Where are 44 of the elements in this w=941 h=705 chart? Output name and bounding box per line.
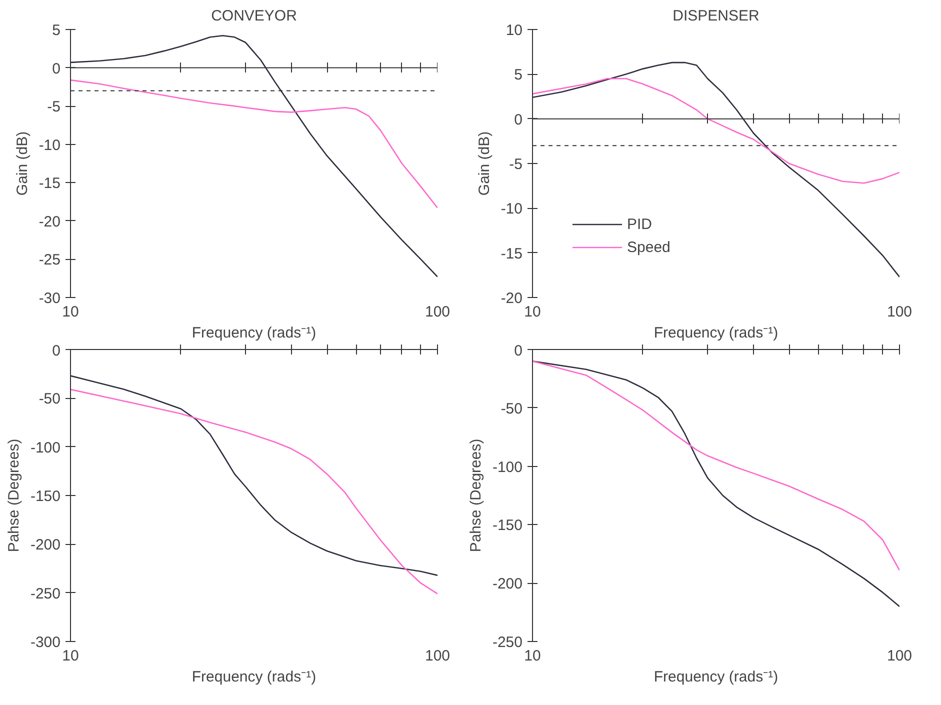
x-axis-title: Frequency (rads⁻¹) bbox=[192, 668, 316, 686]
y-tick-label: -100 bbox=[30, 439, 61, 456]
y-tick-label: 0 bbox=[514, 342, 522, 360]
y-tick-label: -15 bbox=[38, 175, 61, 192]
x-tick-label: 100 bbox=[886, 648, 912, 664]
y-axis-title: Pahse (Degrees) bbox=[467, 438, 484, 552]
y-tick-label: -150 bbox=[30, 488, 61, 505]
y-tick-label: -10 bbox=[500, 200, 523, 218]
y-tick-label: -200 bbox=[492, 576, 523, 593]
chart-title: DISPENSER bbox=[672, 8, 760, 24]
legend-label: Speed bbox=[627, 238, 670, 256]
y-tick-label: 5 bbox=[514, 66, 522, 84]
legend-label: PID bbox=[627, 216, 652, 232]
y-tick-label: -5 bbox=[509, 156, 523, 173]
x-axis-title: Frequency (rads⁻¹) bbox=[654, 324, 778, 342]
y-tick-label: -200 bbox=[30, 536, 61, 554]
y-tick-label: 5 bbox=[52, 22, 60, 39]
y-axis-title: Gain (dB) bbox=[476, 131, 493, 196]
y-tick-label: -300 bbox=[30, 634, 61, 651]
y-tick-label: 0 bbox=[52, 342, 60, 360]
x-tick-label: 100 bbox=[424, 304, 450, 320]
y-tick-label: -250 bbox=[492, 634, 523, 651]
y-tick-label: -15 bbox=[500, 245, 523, 262]
x-axis-title: Frequency (rads⁻¹) bbox=[654, 668, 778, 686]
y-axis-title: Gain (dB) bbox=[14, 131, 31, 196]
y-tick-label: 0 bbox=[514, 111, 522, 128]
x-tick-label: 100 bbox=[424, 648, 450, 664]
y-tick-label: -150 bbox=[492, 517, 523, 534]
y-tick-label: -25 bbox=[38, 252, 61, 269]
y-tick-label: -10 bbox=[38, 136, 61, 154]
y-tick-label: -50 bbox=[500, 400, 523, 418]
y-tick-label: -50 bbox=[38, 390, 61, 408]
x-tick-label: 100 bbox=[886, 304, 912, 320]
chart-title: CONVEYOR bbox=[211, 8, 298, 24]
y-tick-label: -250 bbox=[30, 585, 61, 602]
y-tick-label: -5 bbox=[47, 98, 61, 116]
y-tick-label: 0 bbox=[52, 60, 60, 78]
y-tick-label: -100 bbox=[492, 458, 523, 476]
y-tick-label: -30 bbox=[38, 290, 61, 307]
y-tick-label: 10 bbox=[506, 22, 523, 39]
y-axis-title: Pahse (Degrees) bbox=[5, 438, 22, 552]
y-tick-label: -20 bbox=[38, 213, 61, 230]
y-tick-label: -20 bbox=[500, 290, 523, 307]
x-axis-title: Frequency (rads⁻¹) bbox=[192, 324, 316, 342]
